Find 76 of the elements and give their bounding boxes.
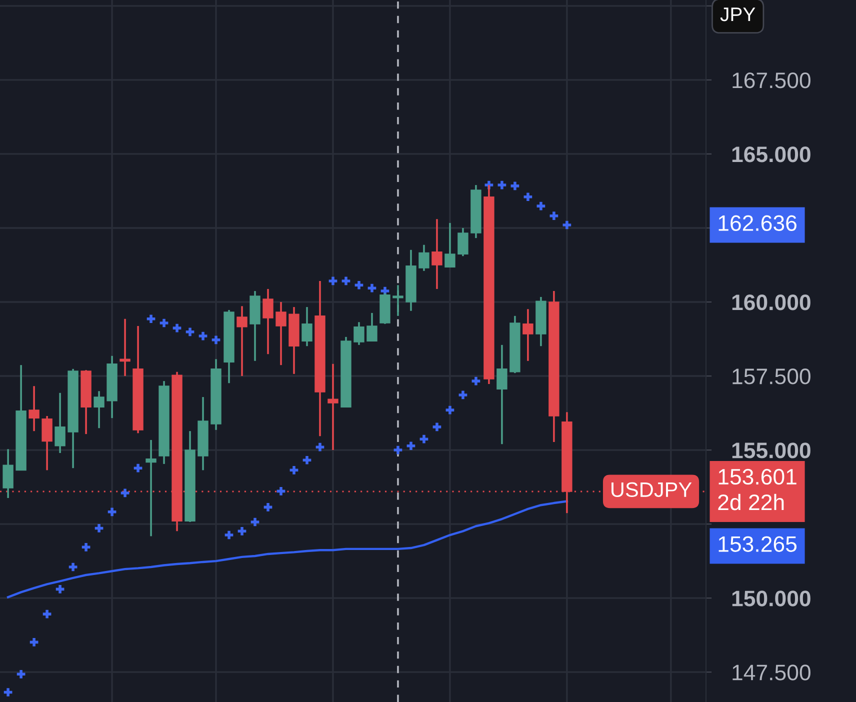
point [119, 487, 131, 499]
y-tick-label: 167.500 [732, 72, 810, 88]
point [509, 180, 520, 192]
candlestick [236, 305, 248, 377]
candlestick [366, 312, 378, 342]
point [444, 404, 456, 416]
y-tick-label: 157.500 [732, 368, 810, 384]
candlestick [42, 415, 52, 472]
y-tick-label: 155.000 [732, 442, 810, 458]
candlestick [444, 222, 456, 268]
candlestick [496, 344, 508, 446]
candlestick [328, 362, 338, 451]
point [288, 464, 300, 476]
point [80, 542, 92, 553]
candlestick [262, 288, 274, 356]
point [392, 444, 404, 456]
point [548, 210, 560, 222]
point [301, 454, 313, 466]
point [314, 442, 326, 453]
point [2, 686, 14, 698]
line-series [6, 500, 568, 598]
point [145, 313, 157, 324]
candlestick [458, 227, 468, 258]
point [535, 200, 546, 212]
candlestick [418, 244, 430, 272]
point [418, 434, 430, 445]
candlestick [146, 439, 156, 538]
point [366, 282, 378, 294]
text: 162.636 [718, 215, 796, 231]
point [470, 375, 482, 387]
point [236, 526, 248, 537]
point [184, 326, 196, 338]
candlestick [522, 308, 534, 362]
text: 153.265 [718, 536, 797, 552]
point [171, 322, 183, 334]
candlestick [94, 390, 104, 430]
point [561, 219, 572, 231]
point [496, 179, 508, 191]
text: 153.601 2d 22h [718, 468, 796, 510]
candlestick [54, 392, 66, 454]
point [93, 522, 105, 534]
point [106, 506, 118, 518]
ref-line-label: USDJPY [612, 482, 692, 498]
candlestick [432, 218, 442, 290]
point [210, 334, 222, 346]
y-tick-label: 150.000 [732, 590, 810, 606]
point [522, 191, 534, 202]
point [16, 668, 27, 680]
candlestick [354, 321, 364, 346]
text: JPY [720, 8, 756, 22]
point [405, 440, 417, 452]
point [457, 389, 469, 401]
point [275, 486, 287, 497]
candlestick [392, 284, 404, 317]
point [353, 280, 365, 291]
candlestick [302, 306, 312, 348]
point [223, 529, 235, 541]
y-tick-label: 165.000 [732, 146, 810, 162]
candlestick [276, 301, 286, 366]
point [132, 462, 144, 474]
y-tick-label: 147.500 [732, 664, 810, 680]
y-tick-label: 160.000 [732, 294, 810, 310]
point [67, 561, 79, 573]
point [54, 584, 66, 595]
point [340, 275, 352, 287]
point [327, 275, 339, 287]
candlestick [120, 318, 130, 377]
point [158, 317, 170, 329]
point [431, 421, 443, 432]
point [249, 516, 261, 528]
point [41, 608, 53, 620]
candlestick [2, 448, 14, 499]
point [28, 636, 40, 648]
point [197, 330, 209, 342]
candlestick [28, 385, 40, 432]
point [262, 502, 274, 513]
